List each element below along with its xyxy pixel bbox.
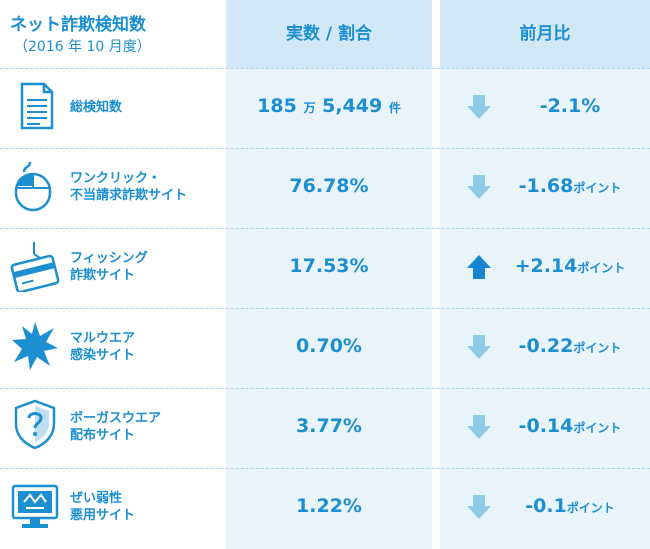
burst-icon bbox=[12, 322, 58, 370]
arrow-down-icon bbox=[467, 415, 491, 439]
divider bbox=[0, 468, 650, 469]
mouse-icon bbox=[14, 161, 52, 212]
row-value: 3.77% bbox=[296, 415, 362, 437]
arrow-down-icon bbox=[467, 95, 491, 119]
table-subtitle: （2016 年 10 月度） bbox=[14, 39, 151, 55]
broken-monitor-icon bbox=[11, 484, 59, 528]
row-change: -2.1% bbox=[539, 95, 601, 117]
value-header-bg bbox=[226, 0, 432, 68]
table-row: マルウエア 感染サイト 0.70% -0.22ポイント bbox=[0, 308, 650, 388]
row-change: -0.1ポイント bbox=[525, 495, 615, 517]
row-change: +2.14ポイント bbox=[514, 255, 626, 277]
row-label: ボーガスウエア 配布サイト bbox=[70, 411, 162, 443]
row-label: マルウエア 感染サイト bbox=[70, 331, 136, 363]
table-row: フィッシング 詐欺サイト 17.53% +2.14ポイント bbox=[0, 228, 650, 308]
arrow-up-icon bbox=[467, 255, 491, 279]
row-value: 17.53% bbox=[289, 255, 369, 277]
change-header-bg bbox=[440, 0, 650, 68]
credit-card-icon bbox=[10, 242, 60, 292]
divider bbox=[0, 68, 650, 69]
value-column-header: 実数 / 割合 bbox=[285, 24, 373, 44]
value-column-bg bbox=[226, 0, 432, 549]
row-label: ワンクリック・ 不当請求詐欺サイト bbox=[70, 171, 188, 203]
row-change: -0.14ポイント bbox=[518, 415, 622, 437]
row-label: フィッシング 詐欺サイト bbox=[70, 251, 148, 283]
divider bbox=[0, 228, 650, 229]
shield-question-icon bbox=[14, 399, 56, 450]
row-value: 1.22% bbox=[296, 495, 362, 517]
table-row: ワンクリック・ 不当請求詐欺サイト 76.78% -1.68ポイント bbox=[0, 148, 650, 228]
arrow-down-icon bbox=[467, 335, 491, 359]
divider bbox=[0, 148, 650, 149]
document-icon bbox=[20, 82, 54, 130]
arrow-down-icon bbox=[467, 495, 491, 519]
table-row: ボーガスウエア 配布サイト 3.77% -0.14ポイント bbox=[0, 388, 650, 468]
row-label: 総検知数 bbox=[70, 100, 123, 115]
row-change: -0.22ポイント bbox=[518, 335, 622, 357]
change-column-header: 前月比 bbox=[519, 24, 571, 44]
divider bbox=[0, 308, 650, 309]
table-row: ぜい弱性 悪用サイト 1.22% -0.1ポイント bbox=[0, 468, 650, 548]
arrow-down-icon bbox=[467, 175, 491, 199]
row-value: 76.78% bbox=[289, 175, 369, 197]
row-value: 185 万 5,449 件 bbox=[257, 95, 401, 117]
table-title: ネット詐欺検知数 bbox=[10, 15, 146, 35]
divider bbox=[0, 388, 650, 389]
row-value: 0.70% bbox=[296, 335, 362, 357]
row-label: ぜい弱性 悪用サイト bbox=[70, 491, 136, 523]
table-row: 総検知数 185 万 5,449 件 -2.1% bbox=[0, 68, 650, 148]
row-change: -1.68ポイント bbox=[518, 175, 622, 197]
